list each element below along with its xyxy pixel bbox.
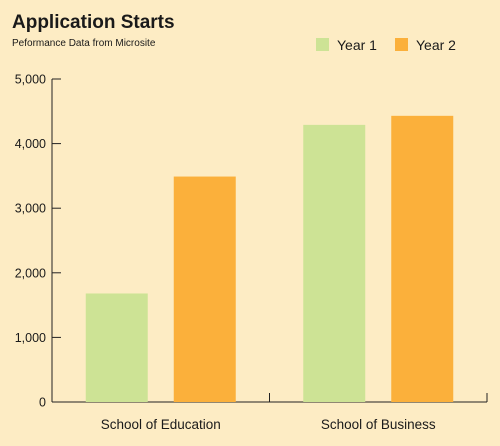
legend-label: Year 2: [416, 37, 456, 53]
legend-swatch: [316, 38, 329, 51]
bars: [85, 115, 454, 403]
bar-year-1-school-of-business: [303, 124, 366, 402]
y-tick-label: 0: [39, 396, 46, 410]
chart-title: Application Starts: [12, 12, 175, 33]
y-axis: 0 1,000 2,000 3,000 4,000 5,000: [15, 73, 61, 410]
x-category-label: School of Education: [101, 417, 221, 432]
bar-year-1-school-of-education: [85, 293, 148, 402]
legend: Year 1 Year 2: [316, 37, 456, 53]
x-category-label: School of Business: [321, 417, 436, 432]
legend-label: Year 1: [337, 37, 377, 53]
y-tick-label: 1,000: [15, 331, 46, 345]
x-axis: School of Education School of Business: [52, 393, 488, 432]
y-tick-label: 4,000: [15, 137, 46, 151]
chart-subtitle: Peformance Data from Microsite: [12, 38, 156, 49]
bar-year-2-school-of-education: [173, 176, 236, 402]
bar-year-2-school-of-business: [391, 115, 454, 403]
y-tick-label: 5,000: [15, 73, 46, 87]
legend-swatch: [395, 38, 408, 51]
y-tick-label: 3,000: [15, 202, 46, 216]
y-tick-label: 2,000: [15, 266, 46, 280]
